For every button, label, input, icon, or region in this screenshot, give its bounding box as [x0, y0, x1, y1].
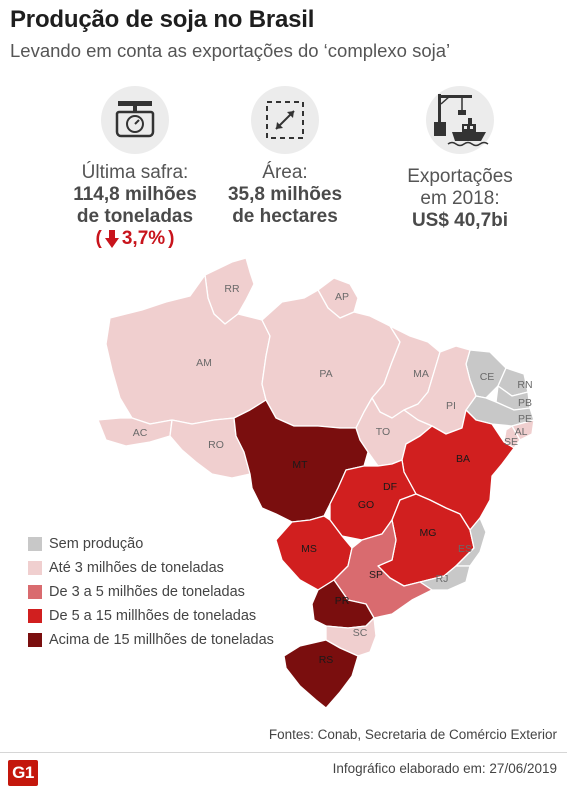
state-label-mt: MT [292, 459, 308, 471]
harvest-change: ( 3,7% ) [96, 228, 175, 250]
state-label-rj: RJ [436, 573, 449, 585]
state-label-sc: SC [353, 627, 368, 639]
legend-item-5-to-15: De 5 a 15 millhões de toneladas [28, 604, 274, 628]
state-label-sp: SP [369, 569, 383, 581]
state-label-pb: PB [518, 397, 532, 409]
legend-item-above-15: Acima de 15 millhões de toneladas [28, 628, 274, 652]
state-label-rn: RN [517, 379, 532, 391]
scale-icon [101, 86, 169, 154]
area-value-line2: de hectares [232, 206, 338, 227]
exports-caption-line1: Exportações [407, 166, 513, 187]
legend-swatch [28, 609, 42, 623]
state-label-pa: PA [319, 368, 332, 380]
legend-item-up-to-3: Até 3 milhões de toneladas [28, 556, 274, 580]
state-label-am: AM [196, 357, 212, 369]
state-es[interactable] [455, 517, 487, 567]
harvest-value-line2: de toneladas [76, 206, 194, 227]
credit-date: Infográfico elaborado em: 27/06/2019 [332, 761, 557, 776]
state-label-es: ES [458, 543, 472, 555]
legend-label: Até 3 milhões de toneladas [49, 560, 224, 576]
state-label-ms: MS [301, 543, 317, 555]
state-label-se: SE [504, 436, 518, 448]
exports-value: US$ 40,7bi [411, 210, 509, 231]
state-label-ac: AC [133, 427, 148, 439]
area-value-line1: 35,8 milhões [227, 184, 343, 205]
footer-divider [0, 752, 567, 753]
legend-swatch [28, 561, 42, 575]
state-label-ap: AP [335, 291, 349, 303]
state-label-ba: BA [456, 453, 470, 465]
legend-label: De 5 a 15 millhões de toneladas [49, 608, 257, 624]
map-legend: Sem produção Até 3 milhões de toneladas … [28, 532, 274, 652]
arrow-down-icon [104, 230, 119, 248]
stat-exports: Exportações em 2018: US$ 40,7bi [375, 86, 545, 232]
area-caption: Área: [262, 162, 308, 183]
harvest-change-close: ) [168, 228, 175, 249]
legend-item-3-to-5: De 3 a 5 milhões de toneladas [28, 580, 274, 604]
state-label-pi: PI [446, 400, 456, 412]
harvest-value-line1: 114,8 milhões [73, 184, 197, 205]
state-label-ma: MA [413, 368, 429, 380]
legend-item-none: Sem produção [28, 532, 274, 556]
state-label-pr: PR [335, 595, 350, 607]
port-crane-ship-icon [426, 86, 494, 154]
harvest-change-open: ( [95, 228, 102, 249]
legend-swatch [28, 585, 42, 599]
legend-swatch [28, 537, 42, 551]
harvest-caption: Última safra: [81, 162, 189, 183]
area-resize-icon [251, 86, 319, 154]
stat-area: Área: 35,8 milhões de hectares [200, 86, 370, 228]
state-label-to: TO [376, 426, 390, 438]
legend-label: De 3 a 5 milhões de toneladas [49, 584, 245, 600]
state-label-go: GO [358, 499, 374, 511]
state-label-rr: RR [224, 283, 240, 295]
page-subtitle: Levando em conta as exportações do ‘comp… [10, 40, 451, 61]
sources-note: Fontes: Conab, Secretaria de Comércio Ex… [268, 727, 557, 742]
state-label-df: DF [383, 481, 397, 493]
state-label-mg: MG [420, 527, 437, 539]
state-label-ro: RO [208, 439, 224, 451]
legend-label: Sem produção [49, 536, 144, 552]
state-rs[interactable] [283, 639, 359, 709]
stat-harvest: Última safra: 114,8 milhões de toneladas… [40, 86, 230, 250]
g1-logo[interactable]: G1 [8, 760, 38, 786]
state-label-rs: RS [319, 654, 334, 666]
state-se[interactable] [503, 425, 521, 449]
harvest-change-value: 3,7% [121, 228, 166, 249]
page-title: Produção de soja no Brasil [10, 6, 315, 33]
legend-swatch [28, 633, 42, 647]
exports-caption-line2: em 2018: [420, 188, 500, 209]
state-label-ce: CE [480, 371, 495, 383]
state-label-pe: PE [518, 413, 532, 425]
legend-label: Acima de 15 millhões de toneladas [49, 632, 274, 648]
state-label-al: AL [515, 426, 528, 438]
